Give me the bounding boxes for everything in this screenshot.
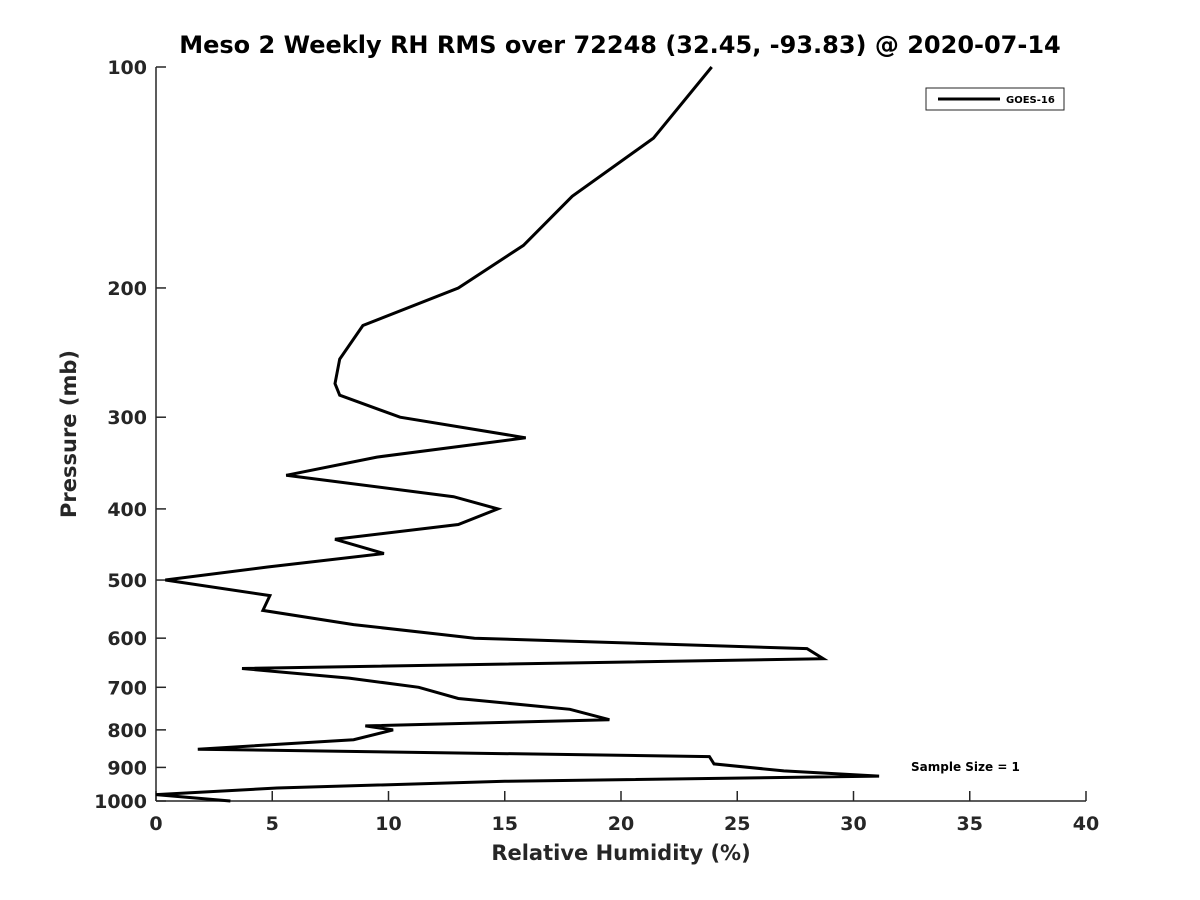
y-tick-label: 700 (107, 677, 147, 699)
legend-label-goes16: GOES-16 (1006, 95, 1055, 106)
x-tick-label: 30 (840, 813, 866, 835)
x-tick-label: 5 (266, 813, 279, 835)
y-tick-label: 100 (107, 57, 147, 79)
x-tick-label: 20 (608, 813, 634, 835)
y-tick-label: 600 (107, 628, 147, 650)
x-tick-label: 25 (724, 813, 750, 835)
series-lines (155, 66, 880, 803)
series-line-0 (155, 66, 880, 803)
x-ticks: 0 5 10 15 20 25 30 35 40 (149, 791, 1099, 835)
y-tick-label: 200 (107, 278, 147, 300)
x-tick-label: 0 (149, 813, 162, 835)
y-tick-label: 900 (107, 757, 147, 779)
x-axis-label: Relative Humidity (%) (491, 841, 750, 865)
legend: GOES-16 (925, 87, 1065, 111)
y-tick-label: 300 (107, 407, 147, 429)
x-tick-label: 40 (1073, 813, 1099, 835)
axes (155, 67, 1086, 802)
chart-title: Meso 2 Weekly RH RMS over 72248 (32.45, … (179, 31, 1061, 59)
y-tick-label: 400 (107, 499, 147, 521)
y-axis-label: Pressure (mb) (57, 350, 81, 518)
x-tick-label: 15 (492, 813, 518, 835)
x-tick-label: 35 (957, 813, 983, 835)
x-tick-label: 10 (375, 813, 401, 835)
y-ticks: 100 200 300 400 500 600 700 800 900 1000 (94, 57, 166, 813)
y-tick-label: 500 (107, 570, 147, 592)
y-tick-label: 800 (107, 720, 147, 742)
y-tick-label: 1000 (94, 791, 147, 813)
sample-size-annotation: Sample Size = 1 (911, 760, 1020, 774)
